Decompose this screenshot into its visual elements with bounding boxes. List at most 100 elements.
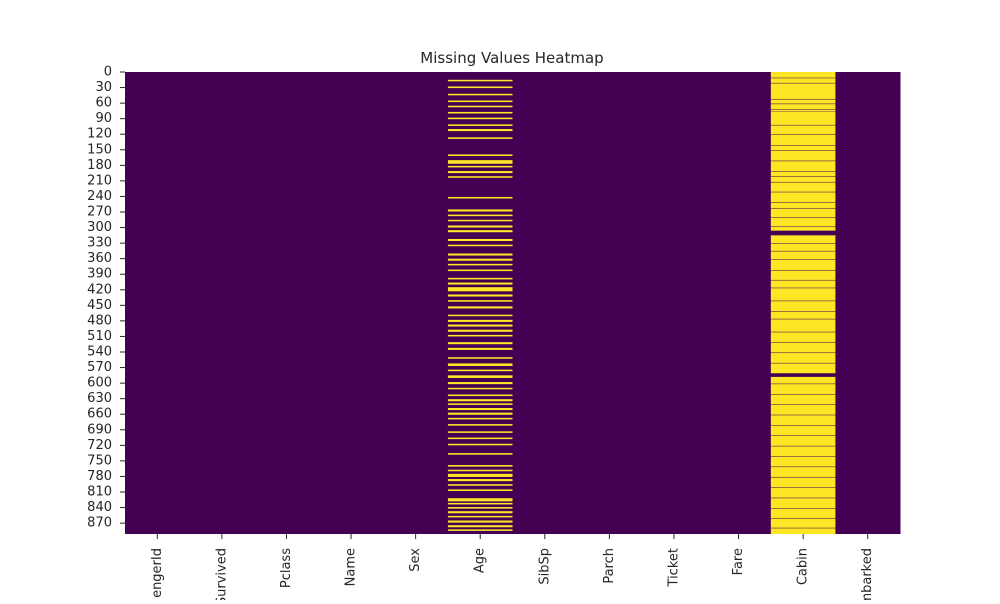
missing-cell-cabin xyxy=(770,78,836,83)
missing-cell-age xyxy=(447,165,513,168)
x-tick-label: Cabin xyxy=(796,548,811,585)
missing-cell-cabin xyxy=(770,217,836,227)
missing-cell-age xyxy=(447,424,513,426)
missing-cell-age xyxy=(447,329,513,332)
x-tick-label: Age xyxy=(473,548,488,573)
y-tick-label: 510 xyxy=(87,329,112,344)
heatmap-column-embarked xyxy=(835,72,901,534)
missing-cell-age xyxy=(447,263,513,266)
missing-cell-cabin xyxy=(770,288,836,301)
missing-cell-age xyxy=(447,93,513,96)
missing-cell-age xyxy=(447,525,513,528)
missing-cell-age xyxy=(447,412,513,415)
y-tick-label: 330 xyxy=(87,236,112,251)
missing-cell-cabin xyxy=(770,171,836,177)
missing-cell-age xyxy=(447,244,513,247)
missing-cell-cabin xyxy=(770,456,836,467)
missing-cell-cabin xyxy=(770,259,836,271)
y-tick-label: 180 xyxy=(87,158,112,173)
missing-cell-cabin xyxy=(770,425,836,436)
heatmap-column-name xyxy=(318,72,384,534)
missing-cell-age xyxy=(447,100,513,103)
missing-cell-age xyxy=(447,382,513,385)
heatmap-column-fare xyxy=(706,72,772,534)
y-tick-label: 480 xyxy=(87,313,112,328)
missing-cell-cabin xyxy=(770,83,836,99)
missing-cell-age xyxy=(447,473,513,477)
y-tick-label: 810 xyxy=(87,485,112,500)
missing-cell-age xyxy=(447,399,513,402)
missing-cell-age xyxy=(447,387,513,390)
missing-cell-cabin xyxy=(770,508,836,519)
missing-cell-cabin xyxy=(770,487,836,498)
missing-cell-age xyxy=(447,253,513,256)
missing-cell-cabin xyxy=(770,319,836,332)
missing-cell-age xyxy=(447,363,513,366)
missing-cell-cabin xyxy=(770,192,836,203)
x-tick-label: Sex xyxy=(408,548,423,572)
missing-cell-age xyxy=(447,417,513,420)
missing-cell-age xyxy=(447,238,513,242)
missing-cell-cabin xyxy=(770,182,836,192)
missing-cell-age xyxy=(447,431,513,433)
heatmap-column-survived xyxy=(189,72,255,534)
x-tick-label: Fare xyxy=(731,548,746,575)
missing-cell-cabin xyxy=(770,99,836,104)
heatmap-column-sex xyxy=(383,72,449,534)
missing-cell-cabin xyxy=(770,176,836,182)
missing-cell-cabin xyxy=(770,111,836,125)
missing-cell-age xyxy=(447,403,513,405)
missing-cell-cabin xyxy=(770,150,836,161)
x-tick-label: Ticket xyxy=(666,548,681,587)
y-tick-label: 690 xyxy=(87,422,112,437)
missing-cell-age xyxy=(447,209,513,212)
missing-cell-cabin xyxy=(770,436,836,446)
y-tick-label: 420 xyxy=(87,282,112,297)
missing-cell-age xyxy=(447,484,513,486)
missing-cell-cabin xyxy=(770,353,836,363)
missing-cell-age xyxy=(447,124,513,126)
heatmap-column-ticket xyxy=(641,72,707,534)
y-tick-label: 300 xyxy=(87,220,112,235)
missing-cell-cabin xyxy=(770,404,836,415)
missing-cell-cabin xyxy=(770,227,836,231)
y-tick-label: 210 xyxy=(87,173,112,188)
y-tick-label: 120 xyxy=(87,127,112,142)
y-tick-label: 270 xyxy=(87,205,112,220)
chart-title: Missing Values Heatmap xyxy=(420,49,603,67)
missing-cell-age xyxy=(447,489,513,491)
missing-cell-age xyxy=(447,520,513,523)
missing-cell-cabin xyxy=(770,145,836,151)
missing-cell-age xyxy=(447,324,513,327)
missing-cell-age xyxy=(447,129,513,132)
missing-cell-age xyxy=(447,507,513,509)
missing-cell-age xyxy=(447,137,513,139)
missing-cell-cabin xyxy=(770,280,836,288)
missing-cell-cabin xyxy=(770,301,836,312)
missing-cell-cabin xyxy=(770,208,836,218)
missing-cell-cabin xyxy=(770,202,836,209)
missing-cell-age xyxy=(447,515,513,518)
missing-cell-age xyxy=(447,453,513,455)
missing-cell-age xyxy=(447,79,513,82)
missing-cell-age xyxy=(447,196,513,199)
y-tick-label: 30 xyxy=(95,80,112,95)
y-tick-label: 720 xyxy=(87,438,112,453)
missing-cell-age xyxy=(447,277,513,280)
x-axis-ticks: engerId Survived Pclass Name Sex Age SibSp Parc… xyxy=(150,534,875,604)
missing-cell-cabin xyxy=(770,72,836,74)
x-tick-label: Pclass xyxy=(279,548,294,588)
missing-cell-age xyxy=(447,342,513,345)
y-tick-label: 240 xyxy=(87,189,112,204)
missing-cell-age xyxy=(447,117,513,120)
missing-cell-age xyxy=(447,282,513,285)
heatmap-cells xyxy=(125,72,901,534)
y-tick-label: 870 xyxy=(87,516,112,531)
missing-cell-age xyxy=(447,160,513,164)
missing-cell-cabin xyxy=(770,134,836,146)
missing-cell-age xyxy=(447,306,513,309)
missing-cell-age xyxy=(447,171,513,174)
missing-cell-age xyxy=(447,479,513,482)
y-tick-label: 630 xyxy=(87,391,112,406)
